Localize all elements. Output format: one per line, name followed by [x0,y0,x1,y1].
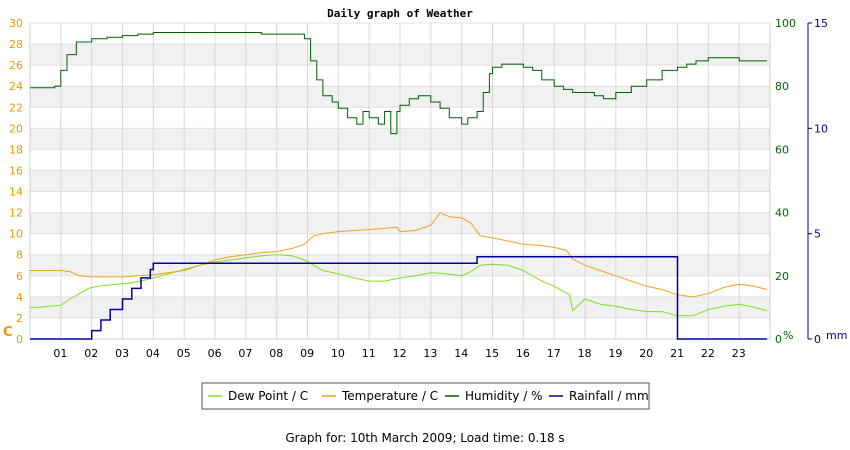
x-tick-label: 03 [115,347,129,360]
y-tick-label-c: 8 [16,249,23,262]
legend-label: Dew Point / C [228,389,308,403]
y-tick-label-percent: 40 [775,207,789,220]
x-tick-label: 04 [146,347,160,360]
x-tick-label: 21 [670,347,684,360]
x-tick-label: 13 [423,347,437,360]
legend-label: Humidity / % [465,389,542,403]
y-tick-label-c: 18 [9,143,23,156]
legend-box [201,382,650,410]
y-tick-label-c: 22 [9,101,23,114]
y-tick-label-c: 10 [9,228,23,241]
y-tick-label-c: 20 [9,122,23,135]
y-tick-label-c: 16 [9,164,23,177]
x-tick-label: 07 [238,347,252,360]
y-tick-label-percent: 100 [775,17,796,30]
y-tick-label-mm: 0 [814,333,821,346]
series-line-dew [30,254,768,317]
x-tick-label: 12 [393,347,407,360]
x-tick-label: 05 [177,347,191,360]
y-tick-label-mm: 15 [814,17,828,30]
y-tick-label-c: 0 [16,333,23,346]
y-axis-label-mm: mm [826,329,847,342]
y-tick-label-mm: 5 [814,228,821,241]
x-tick-label: 06 [208,347,222,360]
x-tick-label: 01 [53,347,67,360]
x-tick-label: 10 [331,347,345,360]
y-tick-label-mm: 10 [814,122,828,135]
y-tick-label-c: 6 [16,270,23,283]
x-tick-label: 17 [547,347,561,360]
y-tick-label-c: 14 [9,186,23,199]
x-tick-label: 23 [732,347,746,360]
legend-label: Temperature / C [341,389,438,403]
x-tick-label: 14 [454,347,468,360]
x-tick-label: 08 [269,347,283,360]
x-tick-label: 15 [485,347,499,360]
y-tick-label-c: 24 [9,80,23,93]
y-tick-label-percent: 20 [775,270,789,283]
legend-label: Rainfall / mm [569,389,649,403]
weather-chart: Daily graph of Weather024681012141618202… [3,7,847,410]
y-axis-label-percent: % [783,329,793,342]
series-line-rainfall [30,256,767,340]
x-tick-label: 16 [516,347,530,360]
y-tick-label-c: 4 [16,291,23,304]
x-tick-label: 09 [300,347,314,360]
x-tick-label: 22 [701,347,715,360]
x-tick-label: 18 [578,347,592,360]
x-tick-label: 02 [84,347,98,360]
x-tick-label: 20 [639,347,653,360]
y-tick-label-c: 28 [9,38,23,51]
y-tick-label-percent: 80 [775,80,789,93]
series-line-temperature [30,211,768,298]
y-axis-label-c: C [3,325,13,340]
series-line-humidity [30,32,767,135]
footer-caption: Graph for: 10th March 2009; Load time: 0… [285,431,565,445]
x-tick-label: 19 [608,347,622,360]
y-tick-label-percent: 0 [775,333,782,346]
x-tick-label: 11 [362,347,376,360]
y-tick-label-c: 2 [16,312,23,325]
y-tick-label-c: 30 [9,17,23,30]
y-tick-label-percent: 60 [775,143,789,156]
y-tick-label-c: 26 [9,59,23,72]
y-tick-label-c: 12 [9,207,23,220]
chart-title: Daily graph of Weather [327,7,473,20]
